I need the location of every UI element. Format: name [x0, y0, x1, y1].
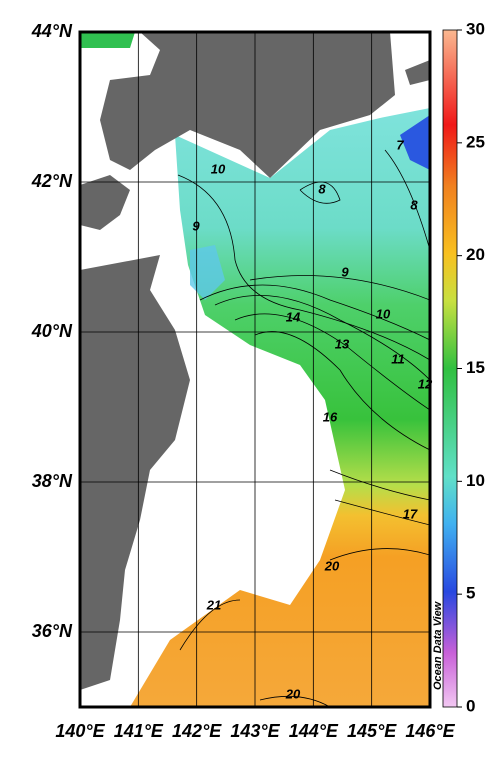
y-tick-label: 42°N [31, 171, 73, 191]
contour-label: 7 [396, 137, 404, 152]
y-tick-label: 36°N [32, 621, 73, 641]
contours [177, 149, 430, 707]
contour-label: 21 [206, 597, 221, 612]
contour-label: 13 [335, 336, 350, 351]
y-tick-label: 38°N [32, 471, 73, 491]
colorbar [442, 29, 458, 708]
contour-label: 16 [323, 409, 338, 424]
x-tick-label: 141°E [114, 721, 164, 741]
land-hokkaido [100, 32, 395, 178]
x-tick-label: 142°E [172, 721, 222, 741]
colorbar-label: 10 [466, 471, 485, 490]
colorbar-label: 30 [466, 19, 485, 38]
x-tick-label: 146°E [405, 721, 455, 741]
cold-patch [400, 115, 430, 170]
contour-label: 10 [211, 161, 226, 176]
contour-label: 8 [410, 197, 418, 212]
x-tick-label: 143°E [230, 721, 280, 741]
colorbar-label: 5 [466, 584, 475, 603]
land-honshu [80, 255, 190, 690]
colorbar-label: 0 [466, 696, 475, 715]
contour-label: 14 [286, 309, 301, 324]
grid [80, 32, 430, 707]
x-tick-label: 145°E [347, 721, 397, 741]
credit: Ocean Data View [432, 600, 444, 690]
map-body [80, 32, 430, 707]
contour-label: 10 [376, 306, 391, 321]
x-tick-label: 140°E [55, 721, 105, 741]
warm-patch [80, 32, 135, 48]
y-tick-label: 44°N [31, 21, 73, 41]
contour-label: 9 [192, 218, 200, 233]
contour-label: 20 [324, 558, 340, 573]
colorbar-label: 20 [466, 245, 485, 264]
land-peninsula [80, 175, 130, 230]
y-tick-label: 40°N [31, 321, 73, 341]
map-frame [78, 30, 432, 709]
x-tick-label: 144°E [289, 721, 339, 741]
contour-label: 17 [403, 506, 418, 521]
contour-label: 20 [285, 686, 301, 701]
land-island [405, 60, 430, 85]
contour-label: 11 [391, 351, 405, 366]
colorbar-label: 25 [466, 132, 485, 151]
cool-patch [190, 245, 225, 300]
colorbar-label: 15 [466, 358, 485, 377]
contour-label: 8 [318, 181, 326, 196]
contour-label: 12 [418, 376, 433, 391]
contour-label: 9 [341, 264, 349, 279]
